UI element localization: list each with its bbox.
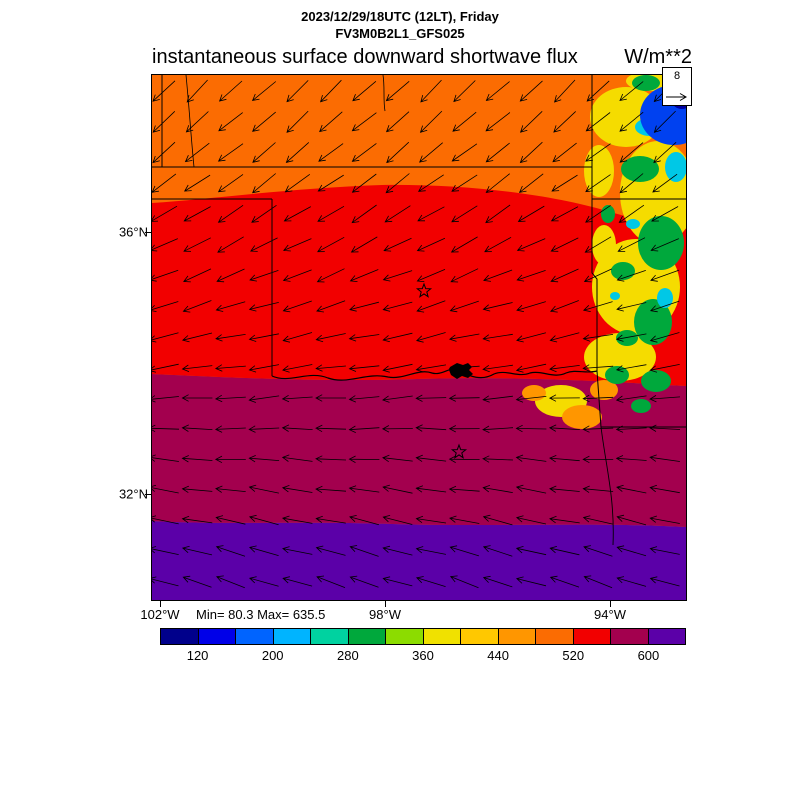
colorbar-tick-label: 120: [186, 648, 209, 663]
flux-patch-green: [638, 216, 684, 270]
lat-tick: [145, 493, 151, 495]
colorbar-tick-label: 600: [637, 648, 660, 663]
colorbar-segment: [610, 629, 648, 644]
flux-patch-yellow: [584, 145, 614, 197]
model-name: FV3M0B2L1_GFS025: [335, 26, 465, 41]
wind-reference-legend: 8: [662, 67, 692, 106]
state-boundary: [591, 167, 598, 371]
state-boundary: [271, 368, 598, 381]
flux-patch-green: [605, 366, 629, 384]
flux-patch-green: [641, 370, 671, 392]
flux-patch-yellow: [592, 225, 616, 265]
flux-patch-green: [634, 299, 672, 345]
colorbar: [160, 628, 686, 645]
colorbar-tick-label: 440: [487, 648, 509, 663]
city-star-marker: [415, 282, 433, 298]
lat-tick-label: 32°N: [118, 486, 148, 502]
flux-patch-cyan: [665, 152, 686, 182]
map-frame: [151, 74, 687, 601]
colorbar-tick-label: 360: [412, 648, 434, 663]
flux-patch-green: [621, 156, 659, 182]
colorbar-segment: [572, 629, 610, 644]
run-datetime: 2023/12/29/18UTC (12LT), Friday: [301, 9, 499, 24]
flux-patch-green: [632, 75, 660, 91]
city-star-marker: [450, 443, 468, 459]
lon-tick: [609, 601, 611, 607]
colorbar-segment: [422, 629, 460, 644]
colorbar-segment: [385, 629, 423, 644]
colorbar-segment: [161, 629, 198, 644]
state-boundary: [382, 75, 386, 112]
flux-patch-yellow: [584, 333, 656, 381]
flux-patch-orange2: [562, 405, 602, 429]
flux-patch-orange2: [590, 380, 618, 400]
lon-tick-label: 94°W: [594, 607, 626, 622]
colorbar-tick-label: 200: [261, 648, 284, 663]
lat-tick: [145, 231, 151, 233]
colorbar-segment: [497, 629, 535, 644]
flux-patch-green: [601, 205, 615, 223]
flux-region-violet: [152, 521, 686, 600]
colorbar-segment: [535, 629, 573, 644]
flux-patch-cyan: [626, 219, 640, 229]
colorbar-tick-labels: 120 200 280 360 440 520 600: [160, 648, 686, 664]
flux-patch-green: [631, 399, 651, 413]
colorbar-segment: [272, 629, 310, 644]
colorbar-segment: [347, 629, 385, 644]
lon-tick-label: 98°W: [369, 607, 401, 622]
lon-tick: [384, 601, 386, 607]
lon-tick: [159, 601, 161, 607]
colorbar-tick-label: 280: [336, 648, 359, 663]
colorbar-segment: [647, 629, 685, 644]
flux-region-red: [152, 184, 686, 386]
flux-map: [152, 75, 686, 600]
colorbar-tick-label: 520: [562, 648, 585, 663]
wind-vector-field: [152, 79, 681, 589]
wind-reference-value: 8: [673, 70, 681, 82]
colorbar-segment: [460, 629, 498, 644]
min-max-stats: Min= 80.3 Max= 635.5: [196, 607, 326, 622]
plot-title: instantaneous surface downward shortwave…: [152, 46, 578, 68]
colorbar-segment: [235, 629, 273, 644]
lat-tick-label: 36°N: [118, 224, 148, 240]
flux-patch-cyan: [657, 288, 673, 308]
state-boundary: [185, 75, 195, 168]
state-boundary: [600, 426, 614, 546]
wind-reference-arrow-icon: [666, 93, 687, 101]
colorbar-segment: [197, 629, 235, 644]
flux-patch-green: [611, 262, 635, 280]
plot-units-label: W/m**2: [624, 46, 692, 68]
flux-patch-cyan: [610, 292, 620, 300]
lon-tick-label: 102°W: [140, 607, 180, 622]
colorbar-segment: [310, 629, 348, 644]
flux-patch-green: [616, 330, 638, 346]
